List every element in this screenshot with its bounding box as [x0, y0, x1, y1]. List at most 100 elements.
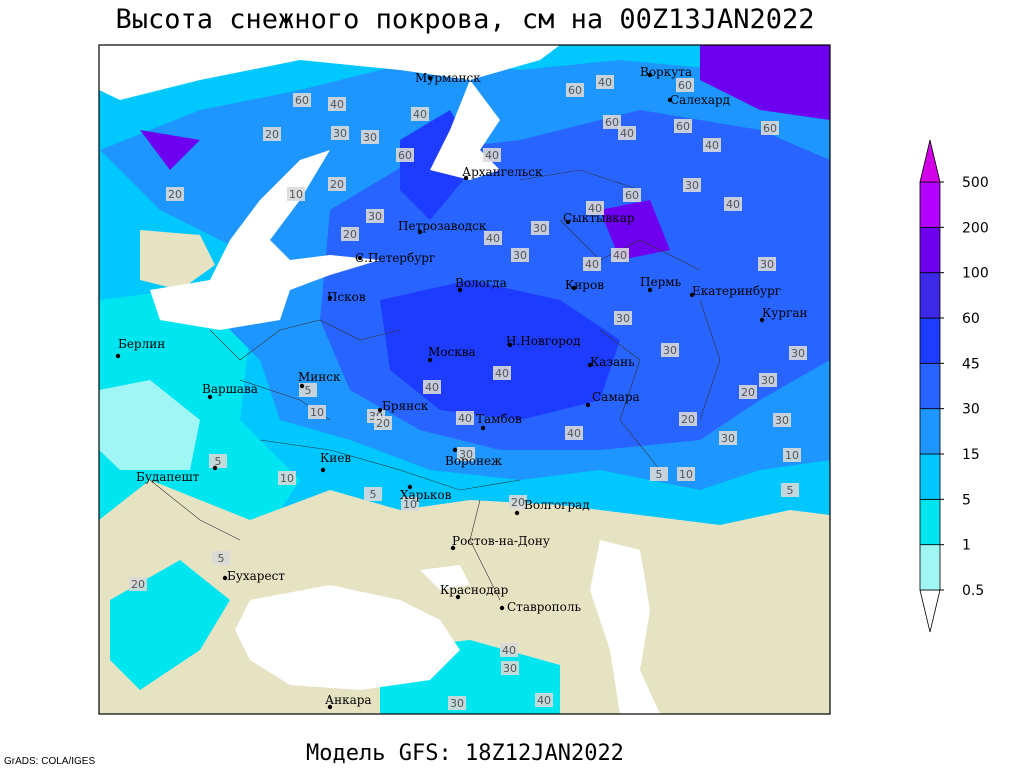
contour-label-box: [703, 138, 721, 152]
contour-label: 30: [450, 697, 464, 710]
contour-label-box: [263, 127, 281, 141]
credit: GrADS: COLA/IGES: [4, 756, 95, 767]
contour-label: 40: [613, 249, 627, 262]
contour-label-box: [500, 643, 518, 657]
contour-label: 40: [598, 76, 612, 89]
city-dot: [212, 465, 218, 471]
contour-label-box: [456, 411, 474, 425]
city-label: Н.Новгород: [506, 334, 581, 348]
contour-label: 40: [705, 139, 719, 152]
contour-label-box: [212, 551, 230, 565]
contour-label-box: [661, 343, 679, 357]
city-label: Воркута: [640, 65, 692, 79]
legend-label: 5: [962, 492, 971, 508]
contour-label: 20: [376, 417, 390, 430]
contour-label-box: [308, 405, 326, 419]
title: Высота снежного покрова, см на 00Z13JAN2…: [116, 4, 815, 35]
contour-label-box: [781, 483, 799, 497]
city-dot: [427, 357, 433, 363]
city-label: Казань: [590, 355, 635, 369]
contour-label-box: [509, 495, 527, 509]
contour-label: 20: [330, 178, 344, 191]
legend-label: 100: [962, 266, 989, 282]
contour-label-box: [603, 115, 621, 129]
legend-swatch: [919, 453, 941, 500]
contour-label-box: [719, 431, 737, 445]
contour-label: 5: [215, 455, 222, 468]
contour-label-box: [623, 188, 641, 202]
city-dot: [667, 97, 673, 103]
contour-label-box: [166, 187, 184, 201]
contour-label: 20: [265, 128, 279, 141]
contour-label-box: [679, 412, 697, 426]
city-label: Берлин: [118, 337, 165, 351]
sea: [235, 540, 660, 714]
snow-area: [140, 45, 830, 260]
city-dot: [327, 295, 333, 301]
contour-label-box: [396, 148, 414, 162]
contour-label-box: [493, 366, 511, 380]
contour-label: 30: [663, 344, 677, 357]
contour-label-box: [448, 696, 466, 710]
city-dot: [222, 575, 228, 581]
city-label: Будапешт: [136, 470, 200, 484]
city-label: Пермь: [640, 275, 682, 289]
contour-label-box: [773, 413, 791, 427]
sea: [99, 45, 560, 180]
legend-swatch: [919, 226, 941, 274]
contour-label: 5: [787, 484, 794, 497]
city-label: Архангельск: [462, 165, 543, 179]
city-dot: [115, 353, 121, 359]
contour-label-box: [423, 380, 441, 394]
legend-swatch: [919, 317, 941, 364]
contour-label-box: [565, 426, 583, 440]
snow-area: [380, 110, 620, 420]
contour-label-box: [586, 201, 604, 215]
contour-label-box: [566, 83, 584, 97]
city-label: Сыктывкар: [563, 211, 635, 225]
contour-label-box: [614, 311, 632, 325]
contour-label-box: [759, 373, 777, 387]
contour-label: 60: [763, 122, 777, 135]
contour-label: 60: [678, 79, 692, 92]
contour-label-box: [618, 126, 636, 140]
contour-label: 60: [625, 189, 639, 202]
contour-label: 60: [605, 116, 619, 129]
city-dot: [427, 75, 433, 81]
contour-label-box: [328, 97, 346, 111]
legend-arrow-high: [919, 139, 941, 183]
city-dot: [357, 255, 363, 261]
contour-label: 40: [620, 127, 634, 140]
contour-label: 20: [343, 228, 357, 241]
city-label: Воронеж: [445, 454, 502, 468]
map: [99, 45, 830, 714]
contour-label-box: [535, 693, 553, 707]
contour-label-box: [674, 119, 692, 133]
city-dot: [377, 407, 383, 413]
city-label: Тамбов: [476, 412, 522, 426]
legend-label: 45: [962, 356, 980, 372]
contour-label: 60: [568, 84, 582, 97]
contour-label-box: [501, 661, 519, 675]
legend-swatch: [919, 181, 941, 228]
contour-label: 20: [511, 496, 525, 509]
contour-label-box: [758, 257, 776, 271]
city-dot: [689, 292, 695, 298]
contour-label-box: [457, 447, 475, 461]
contour-label-box: [611, 248, 629, 262]
city-dot: [407, 484, 413, 490]
contour-label: 30: [685, 179, 699, 192]
city-dot: [320, 467, 326, 473]
city-label: Ростов-на-Дону: [452, 534, 550, 548]
contour-label-box: [209, 454, 227, 468]
legend-label: 60: [962, 311, 980, 327]
city-dot: [507, 342, 513, 348]
contour-label: 30: [368, 210, 382, 223]
contour-label: 40: [458, 412, 472, 425]
snow-area: [99, 380, 200, 470]
city-label: Анкара: [325, 693, 372, 707]
city-label: Ставрополь: [507, 600, 581, 614]
city-label: Харьков: [400, 488, 452, 502]
contour-label: 20: [681, 413, 695, 426]
